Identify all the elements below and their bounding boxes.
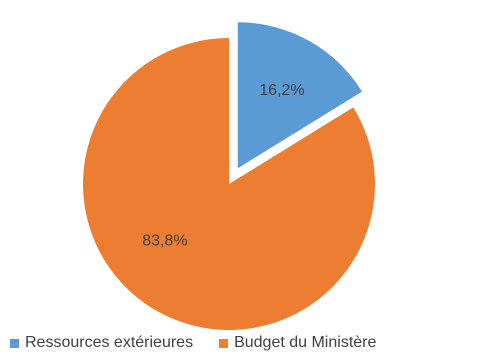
slice-label-budget-du-ministere: 83,8% (142, 232, 187, 249)
legend-item-ressources-exterieures: Ressources extérieures (10, 334, 193, 352)
chart-legend: Ressources extérieures Budget du Ministè… (0, 332, 503, 354)
slice-label-ressources-exterieures: 16,2% (259, 82, 304, 99)
legend-label-budget: Budget du Ministère (234, 334, 377, 351)
legend-swatch-ressources (10, 338, 19, 348)
legend-swatch-budget (219, 338, 229, 348)
pie-chart: 16,2% 83,8% (82, 22, 375, 330)
legend-item-budget-du-ministere: Budget du Ministère (219, 334, 376, 352)
legend-label-ressources: Ressources extérieures (25, 334, 194, 351)
slice-budget-du-ministere (82, 38, 375, 330)
slice-ressources-exterieures (237, 22, 363, 169)
